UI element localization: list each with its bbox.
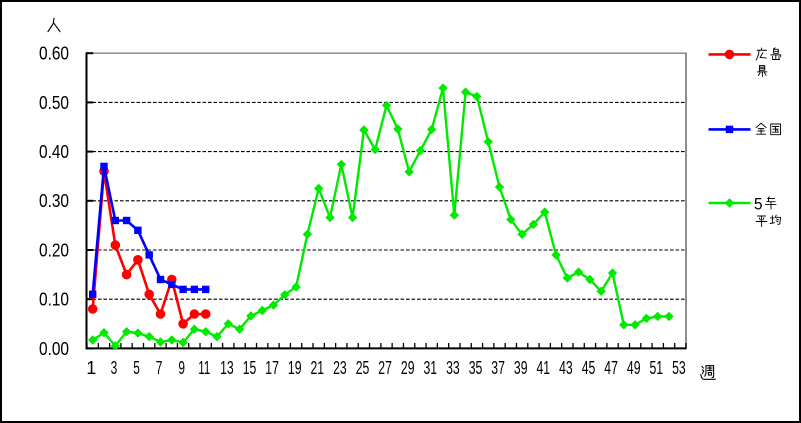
svg-text:43: 43: [559, 358, 573, 378]
svg-text:39: 39: [514, 358, 528, 378]
svg-text:0.40: 0.40: [39, 142, 69, 162]
svg-text:47: 47: [604, 358, 618, 378]
svg-text:31: 31: [424, 358, 438, 378]
svg-text:27: 27: [378, 358, 392, 378]
svg-text:0.30: 0.30: [39, 191, 69, 211]
svg-text:25: 25: [356, 358, 370, 378]
svg-text:21: 21: [311, 358, 325, 378]
svg-text:45: 45: [582, 358, 596, 378]
svg-text:0.60: 0.60: [39, 44, 69, 64]
svg-text:37: 37: [491, 358, 505, 378]
svg-text:15: 15: [243, 358, 257, 378]
svg-text:17: 17: [265, 358, 279, 378]
svg-text:49: 49: [627, 358, 641, 378]
svg-text:33: 33: [446, 358, 460, 378]
svg-text:53: 53: [672, 358, 686, 378]
svg-text:0.10: 0.10: [39, 290, 69, 310]
svg-text:0.20: 0.20: [39, 240, 69, 260]
svg-text:11: 11: [198, 358, 210, 378]
svg-text:9: 9: [178, 358, 185, 378]
svg-text:19: 19: [288, 358, 302, 378]
svg-text:1: 1: [86, 358, 96, 378]
svg-text:23: 23: [333, 358, 347, 378]
svg-text:35: 35: [469, 358, 483, 378]
svg-text:0.50: 0.50: [39, 93, 69, 113]
svg-text:7: 7: [156, 358, 163, 378]
svg-text:41: 41: [537, 358, 551, 378]
svg-text:29: 29: [401, 358, 415, 378]
svg-text:5: 5: [133, 358, 140, 378]
svg-text:5: 5: [754, 194, 763, 213]
svg-text:51: 51: [650, 358, 664, 378]
svg-text:0.00: 0.00: [39, 339, 69, 359]
svg-text:3: 3: [111, 358, 118, 378]
svg-text:13: 13: [220, 358, 234, 378]
